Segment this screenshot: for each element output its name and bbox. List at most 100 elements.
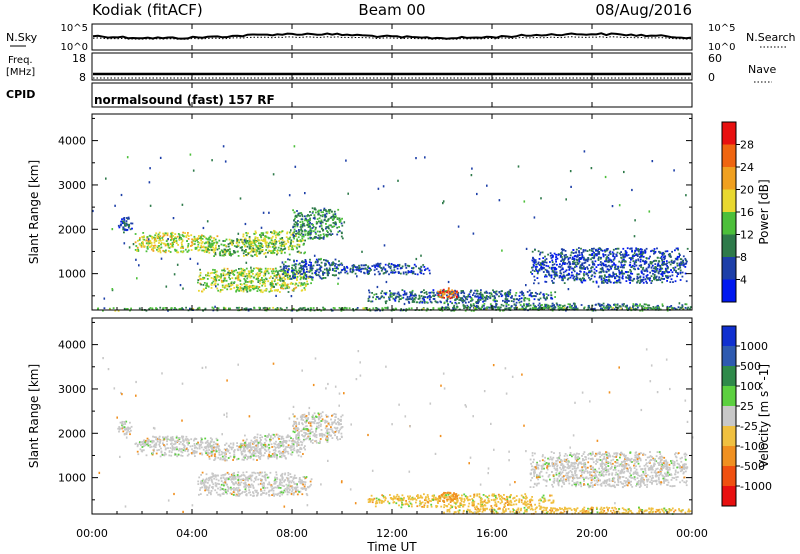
echo-cell (236, 271, 239, 274)
echo-cell (628, 264, 631, 267)
echo-cell (274, 234, 277, 237)
echo-cell (135, 245, 138, 247)
echo-cell (398, 294, 401, 297)
echo-cell (654, 259, 656, 262)
echo-cell (174, 240, 176, 242)
echo-cell (584, 258, 587, 261)
echo-cell (547, 271, 550, 274)
echo-cell (407, 271, 410, 274)
echo-cell (583, 150, 586, 153)
echo-cell (224, 285, 227, 288)
echo-cell (169, 251, 172, 253)
echo-cell (162, 439, 165, 442)
echo-cell (264, 274, 266, 277)
echo-cell (158, 435, 161, 438)
echo-cell (552, 270, 555, 273)
echo-cell (614, 248, 617, 250)
echo-cell (146, 437, 149, 440)
echo-cell (269, 282, 272, 284)
echo-cell (193, 239, 196, 241)
echo-cell (162, 235, 164, 238)
echo-cell (186, 234, 189, 236)
echo-cell (468, 293, 471, 296)
echo-cell (667, 307, 669, 310)
echo-cell (244, 275, 247, 278)
echo-cell (388, 296, 390, 299)
echo-cell (200, 235, 202, 238)
echo-cell (333, 225, 336, 228)
echo-cell (211, 451, 213, 453)
echo-cell (557, 307, 560, 310)
echo-cell (298, 308, 300, 311)
echo-cell (571, 256, 574, 259)
echo-cell (413, 295, 416, 297)
echo-cell (301, 224, 304, 227)
echo-cell (137, 250, 140, 252)
echo-cell (349, 267, 352, 270)
echo-cell (590, 270, 593, 273)
echo-cell (579, 270, 582, 273)
echo-cell (639, 276, 642, 279)
echo-cell (443, 308, 446, 310)
echo-cell (576, 272, 578, 275)
echo-cell (148, 234, 151, 237)
echo-cell (622, 264, 625, 267)
echo-cell (539, 262, 542, 264)
echo-cell (685, 194, 687, 197)
echo-cell (194, 240, 197, 243)
echo-cell (176, 251, 179, 254)
echo-cell (575, 273, 578, 276)
echo-cell (184, 448, 186, 451)
echo-cell (399, 298, 402, 300)
echo-cell (287, 258, 289, 261)
echo-cell (605, 258, 608, 261)
echo-cell (243, 459, 245, 461)
echo-cell (390, 263, 393, 265)
echo-cell (561, 307, 563, 309)
echo-cell (241, 238, 244, 241)
echo-cell (605, 305, 608, 307)
echo-cell (159, 249, 161, 252)
echo-cell (224, 240, 226, 242)
echo-cell (312, 230, 315, 233)
echo-cell (579, 265, 582, 268)
echo-cell (509, 289, 512, 291)
echo-cell (238, 241, 241, 244)
echo-cell (451, 302, 453, 305)
echo-cell (618, 281, 621, 284)
echo-cell (388, 299, 391, 301)
echo-cell (303, 265, 305, 268)
echo-cell (222, 254, 225, 257)
echo-cell (205, 452, 207, 455)
echo-cell (460, 292, 463, 294)
echo-cell (300, 266, 303, 269)
echo-cell (233, 281, 236, 283)
echo-cell (209, 272, 212, 275)
echo-cell (198, 447, 201, 450)
echo-cell (297, 236, 300, 239)
echo-cell (422, 295, 425, 298)
echo-cell (209, 444, 212, 447)
echo-cell (505, 299, 508, 302)
echo-cell (126, 156, 129, 159)
echo-cell (458, 296, 460, 299)
echo-cell (262, 283, 265, 285)
echo-cell (250, 280, 253, 283)
echo-cell (454, 308, 457, 311)
echo-cell (272, 283, 274, 285)
echo-cell (206, 238, 209, 241)
echo-cell (239, 197, 242, 200)
echo-cell (243, 239, 246, 242)
echo-cell (178, 443, 181, 445)
echo-cell (224, 444, 226, 446)
echo-cell (520, 297, 523, 300)
echo-cell (338, 260, 340, 263)
echo-cell (605, 276, 608, 278)
echo-cell (156, 245, 159, 248)
echo-cell (300, 212, 303, 214)
echo-cell (394, 299, 397, 302)
echo-cell (339, 220, 342, 222)
echo-cell (194, 455, 196, 457)
echo-cell (284, 282, 286, 284)
echo-cell (271, 277, 274, 280)
